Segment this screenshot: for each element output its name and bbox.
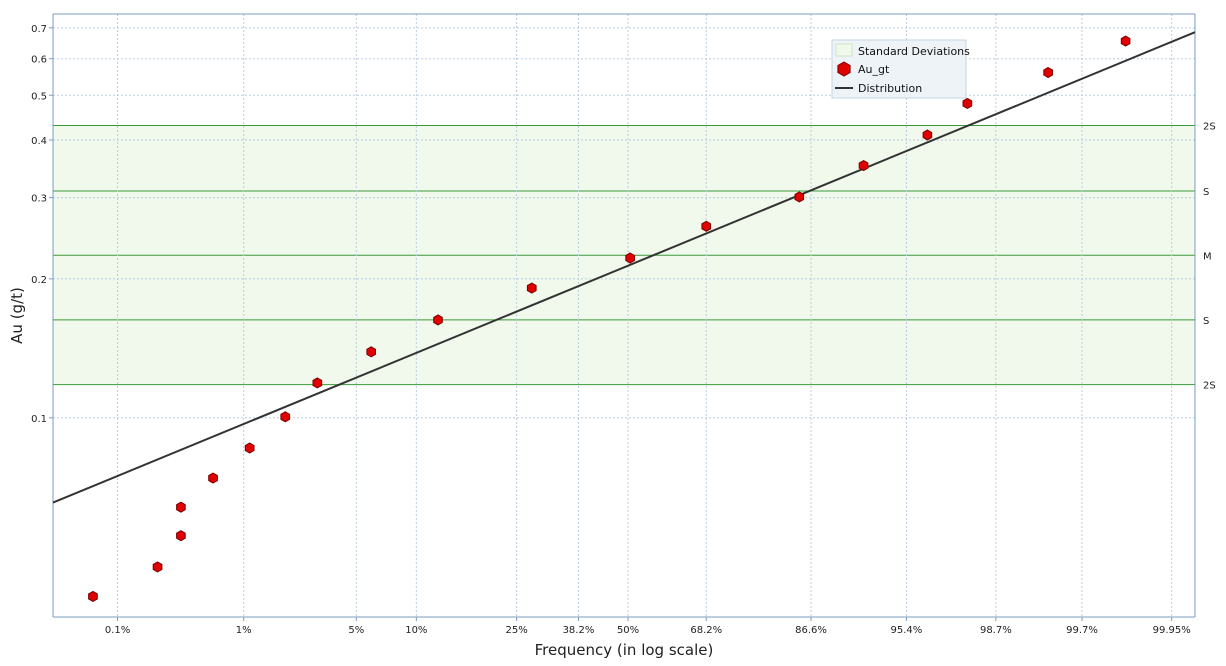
au-gt-point xyxy=(208,472,218,484)
legend-swatch-standard-deviations xyxy=(835,43,853,57)
y-tick-label: 0.1 xyxy=(31,414,47,425)
au-gt-point xyxy=(794,191,805,203)
y-tick-label: 0.2 xyxy=(31,275,47,286)
au-gt-point xyxy=(312,377,323,389)
y-tick-label: 0.7 xyxy=(31,24,47,35)
x-tick-label: 99.7% xyxy=(1066,625,1098,636)
x-tick-label: 0.1% xyxy=(105,625,130,636)
y-axis-title: Au (g/t) xyxy=(8,287,26,344)
au-gt-point xyxy=(922,129,933,141)
au-gt-point xyxy=(152,561,163,573)
std-line-label: S xyxy=(1203,187,1209,198)
x-tick-label: 25% xyxy=(506,625,528,636)
legend: Standard Deviations Au_gt Distribution xyxy=(831,39,970,99)
std-line-label: 2S xyxy=(1203,381,1216,392)
legend-label-au-gt: Au_gt xyxy=(858,63,890,76)
x-axis-title: Frequency (in log scale) xyxy=(535,641,714,659)
std-line-label: S xyxy=(1203,316,1209,327)
std-line-label: M xyxy=(1203,251,1212,262)
x-tick-label: 5% xyxy=(348,625,364,636)
au-gt-point xyxy=(1043,66,1053,79)
au-gt-point xyxy=(625,252,635,264)
au-gt-point xyxy=(962,97,973,109)
x-tick-label: 50% xyxy=(617,625,639,636)
y-tick-label: 0.6 xyxy=(31,55,47,66)
x-tick-label: 38.2% xyxy=(563,625,595,636)
x-tick-label: 10% xyxy=(405,625,427,636)
au-gt-point xyxy=(433,314,443,326)
x-tick-label: 1% xyxy=(236,625,252,636)
au-gt-point xyxy=(858,160,869,172)
au-gt-point xyxy=(366,346,376,358)
legend-label-distribution: Distribution xyxy=(858,82,922,95)
data-points xyxy=(88,35,1131,602)
x-tick-label: 95.4% xyxy=(891,625,923,636)
y-tick-label: 0.3 xyxy=(31,194,47,205)
au-gt-point xyxy=(176,530,186,542)
au-gt-point xyxy=(244,442,255,454)
distribution-line-layer xyxy=(52,31,1196,504)
x-tick-label: 86.6% xyxy=(795,625,827,636)
std-line-label: 2S xyxy=(1203,121,1216,132)
au-gt-point xyxy=(1120,35,1131,47)
y-tick-label: 0.4 xyxy=(31,136,47,147)
au-gt-point xyxy=(176,501,186,513)
legend-box xyxy=(831,39,967,99)
axes: 0.1% 1% 5% 10% 25% 38.2% 50% 68.2% 86.6% 95.4% 98.… xyxy=(31,13,1196,636)
x-tick-label: 68.2% xyxy=(690,625,722,636)
y-tick-label: 0.5 xyxy=(31,91,47,102)
distribution-line xyxy=(52,31,1196,504)
au-gt-point xyxy=(526,282,537,294)
legend-swatch-au-gt xyxy=(837,61,851,77)
x-tick-label: 98.7% xyxy=(980,625,1012,636)
au-gt-point xyxy=(88,590,98,602)
x-tick-label: 99.95% xyxy=(1153,625,1191,636)
au-gt-point xyxy=(701,220,712,232)
au-gt-point xyxy=(280,411,291,423)
legend-label-standard-deviations: Standard Deviations xyxy=(858,45,970,58)
